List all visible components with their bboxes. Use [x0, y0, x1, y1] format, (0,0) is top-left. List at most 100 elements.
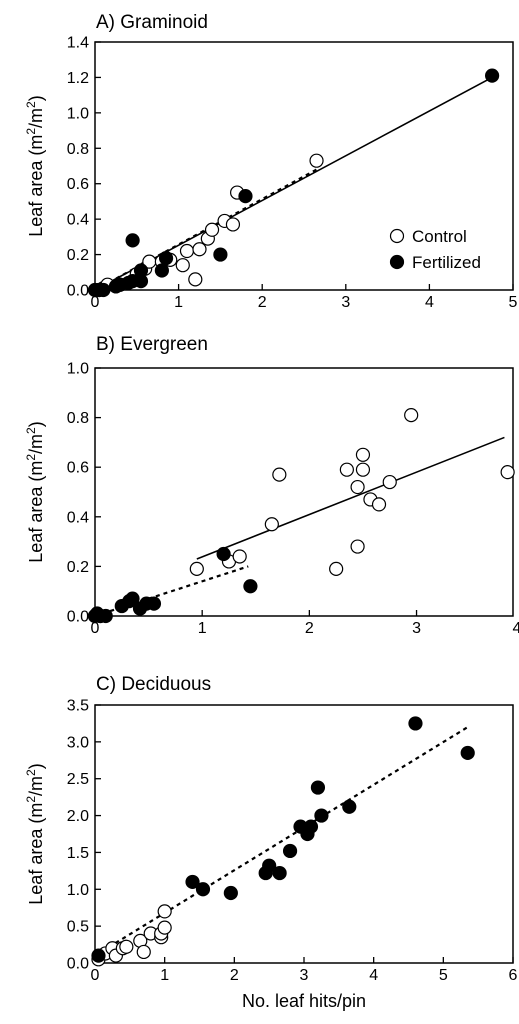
point-fertilized-graminoid — [133, 263, 149, 278]
point-control-graminoid — [188, 272, 203, 287]
point-control-graminoid — [225, 217, 241, 232]
x-tick-label-deciduous: 5 — [439, 967, 448, 984]
panel-graminoid: A) Graminoid 0 1 2 3 4 5 0.0 0.2 0.4 0.6 0.8 1.0 1.2… — [24, 12, 518, 311]
y-axis-label-evergreen: Leaf area (m2/m2) — [24, 421, 46, 562]
legend: Control Fertilized — [389, 227, 481, 272]
points-deciduous — [91, 716, 475, 967]
point-fertilized-deciduous — [262, 858, 277, 873]
y-tick-label-graminoid: 0.8 — [67, 141, 89, 158]
point-fertilized-deciduous — [460, 745, 475, 761]
point-fertilized-deciduous — [91, 948, 106, 963]
point-control-evergreen — [382, 474, 397, 490]
point-control-graminoid — [175, 258, 190, 273]
x-tick-label-evergreen: 4 — [513, 620, 519, 637]
y-tick-label-evergreen: 0.6 — [67, 460, 89, 477]
x-tick-label-deciduous: 6 — [509, 967, 518, 984]
y-tick-label-graminoid: 1.4 — [67, 35, 89, 52]
point-control-evergreen — [339, 462, 354, 477]
point-control-evergreen — [272, 467, 287, 482]
point-fertilized-deciduous — [185, 874, 200, 890]
points-graminoid — [87, 68, 500, 298]
y-tick-label-graminoid: 0.4 — [67, 212, 89, 229]
y-tick-label-deciduous: 2.5 — [67, 771, 89, 788]
point-fertilized-deciduous — [195, 882, 211, 897]
panel-title-evergreen: B) Evergreen — [96, 334, 208, 355]
point-fertilized-graminoid — [213, 247, 228, 262]
legend-label-fertilized: Fertilized — [412, 253, 481, 272]
y-tick-label-evergreen: 0.2 — [67, 559, 89, 576]
point-control-graminoid — [179, 243, 195, 259]
fit-lines-deciduous — [94, 726, 469, 957]
point-fertilized-deciduous — [282, 843, 298, 859]
point-fertilized-graminoid — [96, 282, 111, 298]
point-control-evergreen — [189, 561, 204, 576]
point-fertilized-deciduous — [303, 819, 319, 834]
plot-frame-graminoid — [94, 41, 514, 291]
x-axis-label: No. leaf hits/pin — [242, 991, 366, 1011]
x-tick-label-graminoid: 0 — [91, 294, 100, 311]
panel-evergreen: B) Evergreen 0 1 2 3 4 0.0 0.2 0.4 0.6 0.8 1.0 Lea… — [24, 334, 519, 637]
point-fertilized-evergreen — [146, 596, 162, 611]
point-control-deciduous — [157, 904, 172, 919]
y-tick-label-deciduous: 1.0 — [67, 882, 89, 899]
x-tick-label-evergreen: 2 — [305, 620, 314, 637]
point-control-evergreen — [232, 549, 247, 564]
point-fertilized-graminoid — [125, 233, 140, 248]
x-tick-label-graminoid: 5 — [509, 294, 518, 311]
x-tick-label-deciduous: 4 — [369, 967, 378, 984]
y-tick-label-evergreen: 0.4 — [67, 509, 89, 526]
panel-title-graminoid: A) Graminoid — [96, 12, 208, 33]
point-fertilized-evergreen — [125, 591, 140, 606]
ticks-evergreen: 0 1 2 3 4 0.0 0.2 0.4 0.6 0.8 1.0 — [67, 361, 519, 638]
x-tick-label-deciduous: 3 — [300, 967, 309, 984]
legend-marker-fertilized — [389, 254, 405, 270]
y-tick-label-evergreen: 0.0 — [67, 609, 89, 626]
y-axis-label-deciduous: Leaf area (m2/m2) — [24, 763, 46, 904]
point-control-graminoid — [309, 153, 324, 168]
point-control-evergreen — [350, 479, 365, 495]
y-tick-label-graminoid: 0.0 — [67, 283, 89, 300]
point-fertilized-deciduous — [342, 799, 357, 814]
legend-label-control: Control — [412, 227, 467, 246]
point-control-graminoid — [192, 242, 207, 257]
point-control-evergreen — [500, 465, 515, 480]
point-fertilized-graminoid — [485, 68, 500, 83]
points-evergreen — [87, 408, 515, 624]
x-tick-label-deciduous: 1 — [160, 967, 169, 984]
point-fertilized-deciduous — [272, 865, 287, 881]
point-fertilized-evergreen — [243, 579, 258, 594]
y-tick-label-deciduous: 1.5 — [67, 845, 89, 862]
x-tick-label-evergreen: 1 — [198, 620, 207, 637]
point-control-evergreen — [264, 517, 279, 532]
x-tick-label-deciduous: 0 — [91, 967, 100, 984]
y-axis-label-graminoid: Leaf area (m2/m2) — [24, 95, 46, 236]
y-tick-label-deciduous: 3.5 — [67, 698, 89, 715]
point-fertilized-deciduous — [314, 808, 329, 823]
point-fertilized-evergreen — [216, 546, 231, 562]
point-fertilized-deciduous — [408, 716, 423, 731]
x-tick-label-deciduous: 2 — [230, 967, 239, 984]
point-control-deciduous — [136, 944, 151, 960]
fit-lines-evergreen — [94, 436, 505, 618]
y-tick-label-evergreen: 1.0 — [67, 361, 89, 378]
legend-marker-control — [389, 228, 405, 244]
y-tick-label-graminoid: 0.2 — [67, 247, 89, 264]
y-tick-label-deciduous: 2.0 — [67, 808, 89, 825]
point-fertilized-graminoid — [158, 251, 174, 266]
panel-title-deciduous: C) Deciduous — [96, 674, 211, 695]
fit-line-fertilized-deciduous — [94, 726, 469, 957]
point-fertilized-deciduous — [310, 780, 326, 795]
point-fertilized-evergreen — [98, 608, 113, 624]
point-control-evergreen — [404, 408, 419, 423]
y-tick-label-deciduous: 0.5 — [67, 919, 89, 936]
point-control-evergreen — [329, 561, 344, 576]
y-tick-label-deciduous: 3.0 — [67, 734, 89, 751]
x-tick-label-graminoid: 4 — [425, 294, 434, 311]
point-control-evergreen — [371, 497, 387, 512]
point-control-evergreen — [355, 462, 371, 477]
y-tick-label-graminoid: 0.6 — [67, 176, 89, 193]
y-tick-label-graminoid: 1.2 — [67, 70, 89, 87]
point-control-deciduous — [157, 920, 172, 935]
